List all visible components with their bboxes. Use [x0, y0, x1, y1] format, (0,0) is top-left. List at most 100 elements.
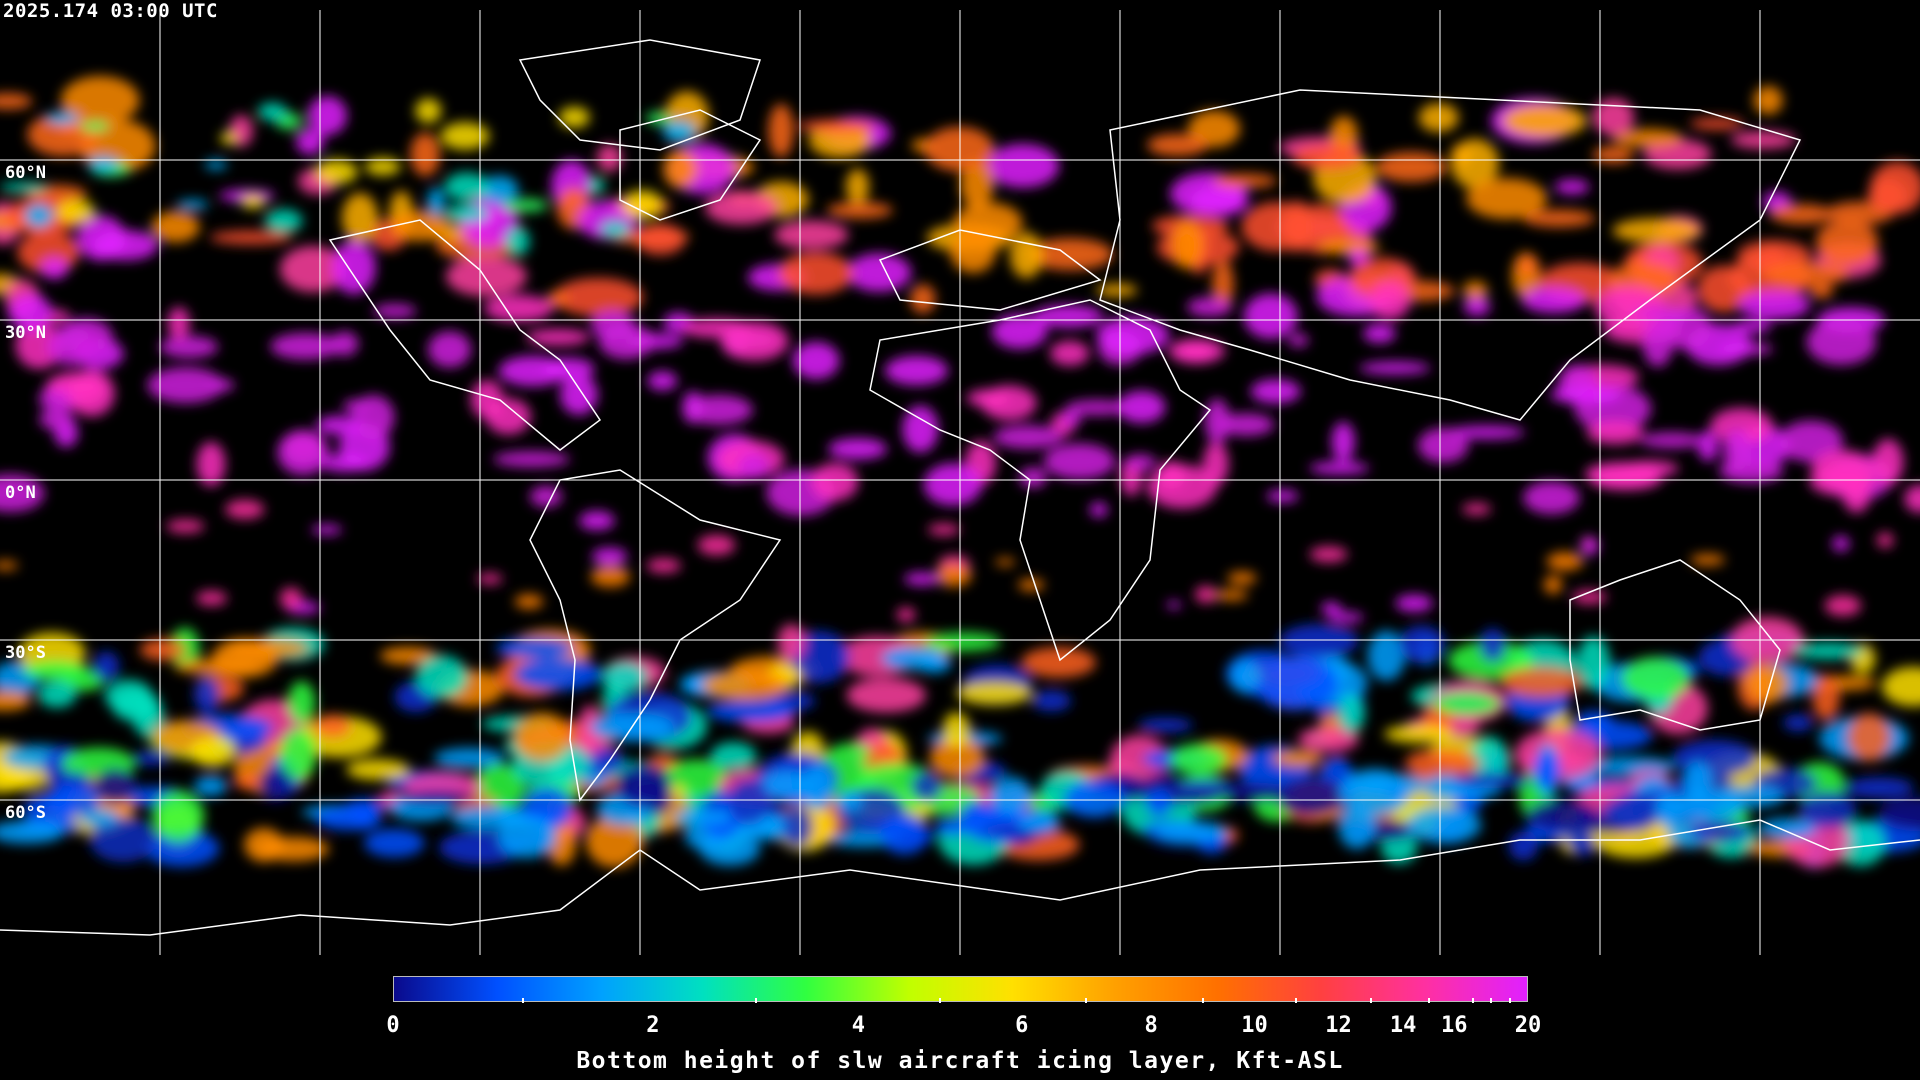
cloud-patch	[1253, 656, 1338, 710]
icing-layer-field	[0, 76, 1920, 869]
cloud-patch	[1096, 316, 1170, 355]
cloud-patch	[0, 690, 31, 711]
cloud-patch	[380, 646, 437, 665]
cloud-patch	[1543, 575, 1563, 595]
cloud-patch	[1815, 219, 1879, 266]
cloud-patch	[1194, 585, 1217, 604]
cloud-patch	[176, 199, 209, 210]
cloud-patch	[22, 660, 89, 681]
cloud-patch	[558, 106, 590, 128]
cloud-patch	[23, 793, 77, 827]
cloud-patch	[923, 463, 983, 506]
cloud-patch	[1288, 333, 1309, 347]
cloud-patch	[768, 103, 794, 158]
cloud-patch	[647, 371, 678, 391]
coastlines	[0, 39, 1920, 936]
cloud-patch	[559, 374, 598, 416]
cloud-patch	[1621, 656, 1691, 700]
cloud-patch	[1169, 743, 1228, 776]
cloud-patch	[444, 172, 490, 201]
colorbar-tick-label: 12	[1325, 1013, 1352, 1038]
cloud-patch	[1811, 450, 1873, 487]
cloud-patch	[1281, 200, 1313, 252]
cloud-patch	[927, 523, 961, 536]
cloud-patch	[1479, 628, 1507, 663]
cloud-patch	[1845, 777, 1914, 799]
cloud-patch	[1878, 797, 1920, 832]
cloud-patch	[635, 223, 686, 256]
cloud-patch	[1138, 717, 1193, 733]
cloud-patch	[1043, 443, 1116, 480]
cloud-patch	[1171, 219, 1203, 270]
colorbar-minor-tick	[1508, 998, 1511, 1003]
cloud-patch	[1747, 664, 1789, 704]
cloud-patch	[1672, 739, 1757, 777]
cloud-patch	[139, 638, 187, 661]
colorbar-minor-tick	[754, 998, 757, 1003]
cloud-patch	[1031, 690, 1072, 712]
cloud-patch	[0, 474, 45, 512]
cloud-patch	[1214, 782, 1294, 802]
cloud-patch	[1806, 318, 1876, 366]
cloud-patch	[1447, 425, 1525, 439]
cloud-patch	[315, 159, 358, 185]
cloud-patch	[346, 759, 410, 781]
cloud-patch	[1639, 432, 1705, 449]
cloud-patch	[40, 257, 69, 280]
cloud-patch	[1060, 410, 1082, 428]
colorbar-minor-tick	[1427, 998, 1430, 1003]
cloud-patch	[588, 176, 605, 194]
cloud-patch	[1204, 398, 1230, 444]
colorbar-tick-label: 16	[1440, 1013, 1468, 1038]
cloud-patch	[1642, 320, 1673, 367]
cloud-patch	[1730, 131, 1796, 149]
cloud-patch	[1716, 785, 1785, 808]
colorbar-title: Bottom height of slw aircraft icing laye…	[576, 1048, 1344, 1074]
cloud-patch	[1272, 749, 1323, 768]
coastline	[619, 109, 762, 221]
coastline	[869, 299, 1212, 662]
cloud-patch	[924, 126, 995, 172]
cloud-patch	[1065, 399, 1128, 416]
cloud-patch	[60, 76, 140, 125]
cloud-patch	[529, 485, 563, 508]
cloud-patch	[911, 770, 942, 802]
cloud-patch	[1359, 361, 1431, 375]
cloud-patch	[93, 651, 120, 682]
cloud-patch	[244, 827, 284, 862]
cloud-patch	[846, 253, 912, 292]
cloud-patch	[93, 767, 137, 805]
cloud-patch	[910, 284, 936, 314]
cloud-patch	[313, 714, 352, 739]
cloud-patch	[0, 93, 33, 110]
colorbar-minor-tick	[1490, 998, 1493, 1003]
cloud-patch	[1406, 806, 1482, 844]
colorbar-minor-tick	[1295, 998, 1298, 1003]
cloud-patch	[546, 290, 570, 308]
cloud-patch	[591, 547, 628, 566]
colorbar-minor-tick	[1201, 998, 1204, 1003]
cloud-patch	[615, 763, 672, 808]
cloud-patch	[774, 220, 849, 250]
cloud-patch	[389, 210, 450, 242]
cloud-patch	[1032, 304, 1104, 328]
cloud-patch	[1758, 817, 1816, 840]
cloud-patch	[701, 670, 789, 701]
cloud-patch	[1462, 280, 1488, 301]
cloud-patch	[1384, 724, 1455, 744]
cloud-patch	[415, 655, 468, 699]
cloud-patch	[445, 256, 527, 297]
cloud-patch	[1738, 289, 1811, 320]
cloud-patch	[8, 294, 52, 332]
cloud-patch	[579, 511, 615, 531]
cloud-patch	[315, 415, 362, 435]
icing-map	[0, 10, 1920, 955]
cloud-patch	[1881, 666, 1920, 707]
cloud-patch	[1508, 831, 1539, 861]
colorbar-minor-tick	[1085, 998, 1088, 1003]
cloud-patch	[777, 624, 806, 660]
cloud-patch	[495, 637, 575, 659]
cloud-patch	[194, 676, 221, 714]
cloud-patch	[321, 454, 368, 473]
cloud-patch	[427, 331, 472, 368]
